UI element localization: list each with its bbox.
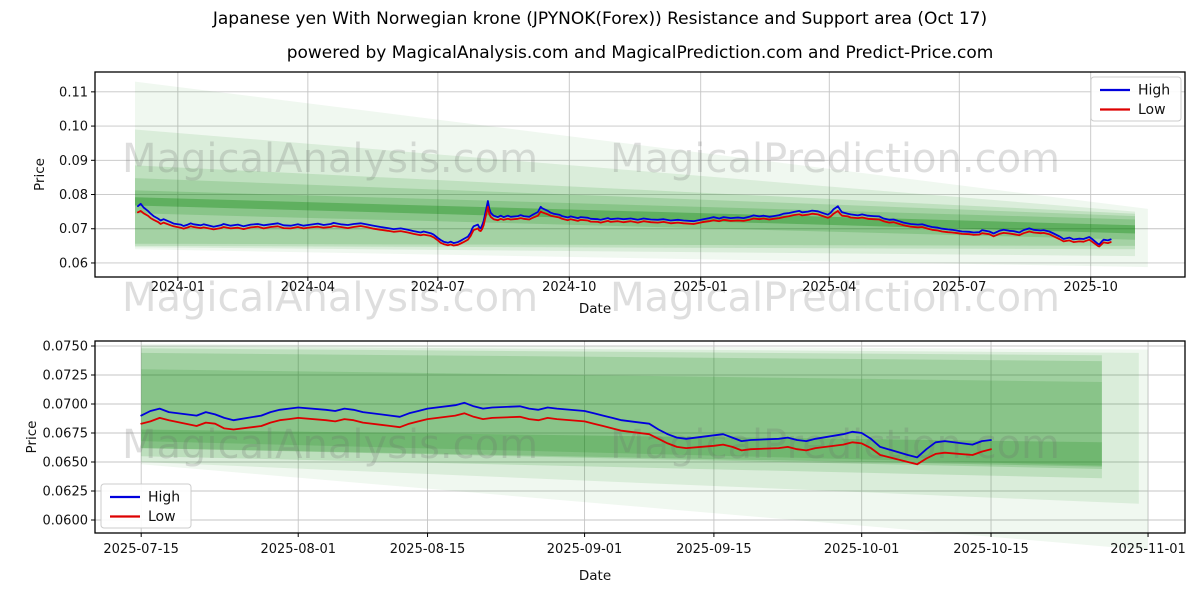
- y-tick-label: 0.07: [59, 222, 88, 237]
- x-tick-label: 2025-09-15: [676, 542, 752, 557]
- x-tick-label: 2025-01: [674, 280, 728, 295]
- legend-label-high: High: [148, 490, 180, 506]
- plot-border: [94, 340, 1186, 534]
- plot-border: [94, 71, 1186, 278]
- x-tick-label: 2025-10-15: [953, 542, 1029, 557]
- top-chart-grid: [95, 72, 1185, 277]
- watermark-magicalanalysis: MagicalAnalysis.com: [122, 422, 538, 468]
- y-tick-label: 0.11: [59, 85, 88, 100]
- band-polygon: [141, 343, 1149, 551]
- low-line: [136, 205, 1112, 248]
- y-tick-label: 0.0725: [43, 368, 89, 383]
- x-axis-label: Date: [579, 568, 611, 584]
- bottom-chart-grid: [95, 341, 1185, 533]
- x-tick-label: 2024-07: [411, 280, 465, 295]
- y-tick-label: 0.0700: [43, 397, 89, 412]
- x-tick-label: 2025-07: [932, 280, 986, 295]
- bottom-chart-legend: High Low: [100, 483, 192, 529]
- band-polygon: [135, 129, 1135, 257]
- y-axis-label: Price: [24, 421, 40, 454]
- legend-label-high: High: [1138, 83, 1170, 99]
- x-tick-label: 2025-08-15: [390, 542, 466, 557]
- bottom-chart-axes: 2025-07-15 2025-08-01 2025-08-15 2025-09-01…: [24, 339, 1186, 584]
- band-polygon: [135, 190, 1135, 240]
- x-tick-label: 2025-10: [1064, 280, 1118, 295]
- band-polygon: [135, 178, 1135, 246]
- watermark-magicalanalysis: MagicalAnalysis.com: [122, 136, 538, 182]
- high-line: [136, 200, 1112, 246]
- band-polygon: [135, 197, 1135, 234]
- x-tick-label: 2024-01: [151, 280, 205, 295]
- x-tick-label: 2025-07-15: [103, 542, 179, 557]
- y-tick-label: 0.08: [59, 188, 88, 203]
- bottom-chart-support-resistance-bands: [141, 343, 1149, 551]
- x-tick-label: 2025-04: [802, 280, 856, 295]
- legend-label-low: Low: [1138, 102, 1166, 118]
- x-tick-label: 2025-10-01: [824, 542, 900, 557]
- y-tick-label: 0.10: [59, 120, 88, 135]
- band-polygon: [141, 352, 1102, 469]
- band-polygon: [141, 429, 1102, 467]
- x-tick-label: 2025-09-01: [547, 542, 623, 557]
- y-tick-label: 0.09: [59, 154, 88, 169]
- top-chart-axes: 2024-01 2024-04 2024-07 2024-10 2025-01 2025-…: [32, 71, 1186, 317]
- y-tick-label: 0.0625: [43, 485, 89, 500]
- y-tick-label: 0.0650: [43, 456, 89, 471]
- bottom-chart-series: [140, 401, 992, 466]
- band-polygon: [141, 348, 1102, 479]
- band-polygon: [141, 369, 1102, 466]
- watermarks: MagicalAnalysis.com MagicalPrediction.com…: [122, 136, 1060, 468]
- watermark-magicalprediction: MagicalPrediction.com: [610, 275, 1060, 321]
- top-chart-legend: High Low: [1090, 76, 1182, 122]
- y-tick-label: 0.0600: [43, 514, 89, 529]
- legend-label-low: Low: [148, 509, 176, 525]
- figure-subtitle: powered by MagicalAnalysis.com and Magic…: [286, 43, 994, 63]
- x-tick-label: 2024-04: [281, 280, 335, 295]
- y-tick-label: 0.0675: [43, 426, 89, 441]
- low-line: [140, 412, 992, 466]
- y-axis-label: Price: [32, 158, 48, 191]
- watermark-magicalanalysis: MagicalAnalysis.com: [122, 275, 538, 321]
- x-axis-label: Date: [579, 301, 611, 317]
- top-chart-support-resistance-bands: [135, 81, 1148, 268]
- watermark-magicalprediction: MagicalPrediction.com: [610, 136, 1060, 182]
- figure-title: Japanese yen With Norwegian krone (JPYNO…: [212, 9, 988, 29]
- x-tick-label: 2024-10: [542, 280, 596, 295]
- top-chart-series: [136, 200, 1112, 248]
- y-tick-label: 0.06: [59, 256, 88, 271]
- y-tick-label: 0.0750: [43, 339, 89, 354]
- band-polygon: [141, 346, 1139, 504]
- high-line: [140, 401, 992, 459]
- x-tick-label: 2025-08-01: [260, 542, 336, 557]
- x-tick-label: 2025-11-01: [1110, 542, 1186, 557]
